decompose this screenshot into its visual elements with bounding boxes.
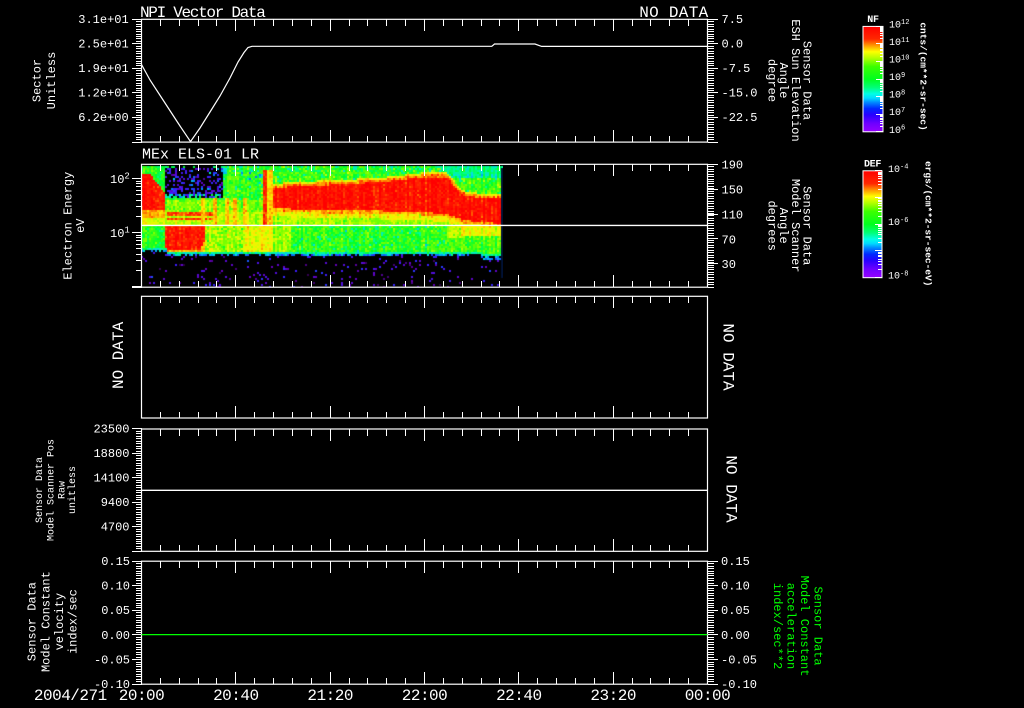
svg-text:NO DATA: NO DATA xyxy=(639,4,708,22)
svg-text:unitless: unitless xyxy=(67,466,79,514)
svg-text:0.10: 0.10 xyxy=(721,580,750,594)
svg-text:index/sec**2: index/sec**2 xyxy=(770,583,784,669)
svg-text:108: 108 xyxy=(889,90,905,102)
svg-text:190: 190 xyxy=(722,159,744,173)
svg-text:Electron Energy: Electron Energy xyxy=(61,172,75,280)
svg-text:70: 70 xyxy=(722,233,736,247)
svg-text:14100: 14100 xyxy=(93,471,129,485)
svg-text:6.2e+00: 6.2e+00 xyxy=(78,111,128,125)
svg-text:0.0: 0.0 xyxy=(722,37,744,51)
svg-text:10-6: 10-6 xyxy=(888,217,908,229)
svg-text:20:40: 20:40 xyxy=(213,687,259,705)
svg-text:Sensor Data: Sensor Data xyxy=(800,186,814,265)
svg-text:00:00: 00:00 xyxy=(685,687,731,705)
svg-text:0.00: 0.00 xyxy=(101,629,130,643)
svg-text:-7.5: -7.5 xyxy=(722,62,751,76)
svg-text:Unitless: Unitless xyxy=(45,52,59,110)
svg-text:2.5e+01: 2.5e+01 xyxy=(78,37,128,51)
svg-text:0.00: 0.00 xyxy=(721,629,750,643)
svg-text:Sensor Data: Sensor Data xyxy=(35,457,46,523)
svg-text:3.1e+01: 3.1e+01 xyxy=(78,13,128,27)
svg-text:10-8: 10-8 xyxy=(888,271,908,283)
svg-text:22:00: 22:00 xyxy=(402,687,448,705)
svg-text:110: 110 xyxy=(722,208,744,222)
svg-text:degree: degree xyxy=(764,59,778,102)
svg-text:102: 102 xyxy=(110,171,130,187)
svg-text:106: 106 xyxy=(889,125,905,137)
svg-text:Model Scanner: Model Scanner xyxy=(788,179,802,273)
svg-text:cnts/(cm**2-sr-sec): cnts/(cm**2-sr-sec) xyxy=(918,22,929,130)
svg-text:0.05: 0.05 xyxy=(101,604,130,618)
svg-text:Angle: Angle xyxy=(776,62,790,98)
svg-text:index/sec: index/sec xyxy=(66,589,80,654)
svg-text:2004/271: 2004/271 xyxy=(34,687,107,705)
svg-text:9400: 9400 xyxy=(101,496,130,510)
svg-text:acceleration: acceleration xyxy=(784,583,798,669)
svg-text:Model Constant: Model Constant xyxy=(39,571,53,672)
svg-text:MEx ELS-01 LR: MEx ELS-01 LR xyxy=(142,147,259,164)
svg-text:-0.05: -0.05 xyxy=(94,653,130,667)
svg-text:1.2e+01: 1.2e+01 xyxy=(78,87,128,101)
svg-text:1011: 1011 xyxy=(889,37,909,49)
svg-text:-0.05: -0.05 xyxy=(721,653,757,667)
svg-text:-0.10: -0.10 xyxy=(94,678,130,692)
svg-text:NO DATA: NO DATA xyxy=(110,321,128,389)
svg-text:-0.10: -0.10 xyxy=(721,678,757,692)
svg-text:NF: NF xyxy=(867,15,879,26)
svg-text:NO DATA: NO DATA xyxy=(722,455,740,523)
svg-text:eV: eV xyxy=(74,218,88,233)
svg-text:ergs/(cm**2-sr-sec-eV): ergs/(cm**2-sr-sec-eV) xyxy=(923,161,934,286)
svg-text:23500: 23500 xyxy=(93,423,129,437)
svg-text:-15.0: -15.0 xyxy=(722,87,758,101)
svg-text:22:40: 22:40 xyxy=(496,687,542,705)
svg-text:velocity: velocity xyxy=(53,593,67,651)
svg-text:1010: 1010 xyxy=(889,54,909,66)
svg-text:18800: 18800 xyxy=(93,447,129,461)
svg-text:-22.5: -22.5 xyxy=(722,111,758,125)
svg-text:150: 150 xyxy=(722,184,744,198)
svg-text:Sensor Data: Sensor Data xyxy=(800,41,814,120)
svg-text:101: 101 xyxy=(110,225,130,241)
svg-text:Sensor Data: Sensor Data xyxy=(25,582,39,661)
svg-text:Sector: Sector xyxy=(30,59,44,102)
svg-text:0.05: 0.05 xyxy=(721,604,750,618)
svg-text:Angle: Angle xyxy=(776,208,790,244)
svg-text:1012: 1012 xyxy=(889,19,909,31)
svg-text:0.15: 0.15 xyxy=(101,555,130,569)
svg-text:4700: 4700 xyxy=(101,520,130,534)
svg-text:21:20: 21:20 xyxy=(307,687,353,705)
svg-text:7.5: 7.5 xyxy=(722,13,744,27)
svg-text:Model Scanner Pos: Model Scanner Pos xyxy=(46,439,58,541)
svg-text:ESH Sun Elevation: ESH Sun Elevation xyxy=(788,19,802,141)
svg-text:Model Constant: Model Constant xyxy=(797,576,811,677)
svg-text:20:00: 20:00 xyxy=(119,687,165,705)
svg-text:30: 30 xyxy=(722,258,736,272)
svg-text:109: 109 xyxy=(889,72,905,84)
svg-text:Raw: Raw xyxy=(58,481,69,499)
svg-text:1.9e+01: 1.9e+01 xyxy=(78,62,128,76)
svg-text:NO DATA: NO DATA xyxy=(719,323,737,391)
svg-text:0.10: 0.10 xyxy=(101,580,130,594)
svg-text:degrees: degrees xyxy=(764,200,778,250)
svg-text:Sensor Data: Sensor Data xyxy=(811,586,825,665)
svg-text:23:20: 23:20 xyxy=(590,687,636,705)
svg-text:10-4: 10-4 xyxy=(888,164,908,176)
svg-text:107: 107 xyxy=(889,107,905,119)
svg-text:0.15: 0.15 xyxy=(721,555,750,569)
svg-text:NPI Vector Data: NPI Vector Data xyxy=(140,4,266,22)
svg-text:DEF: DEF xyxy=(864,159,881,170)
